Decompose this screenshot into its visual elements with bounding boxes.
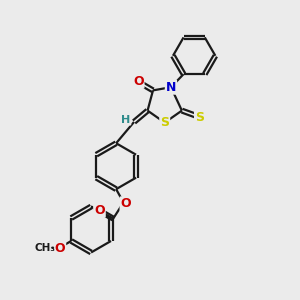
Text: O: O	[94, 204, 105, 217]
Text: H: H	[121, 115, 130, 124]
Text: O: O	[55, 242, 65, 255]
Text: O: O	[133, 75, 144, 88]
Text: S: S	[195, 111, 204, 124]
Text: CH₃: CH₃	[35, 243, 56, 253]
Text: S: S	[160, 116, 169, 129]
Text: N: N	[166, 81, 176, 94]
Text: O: O	[121, 197, 131, 210]
